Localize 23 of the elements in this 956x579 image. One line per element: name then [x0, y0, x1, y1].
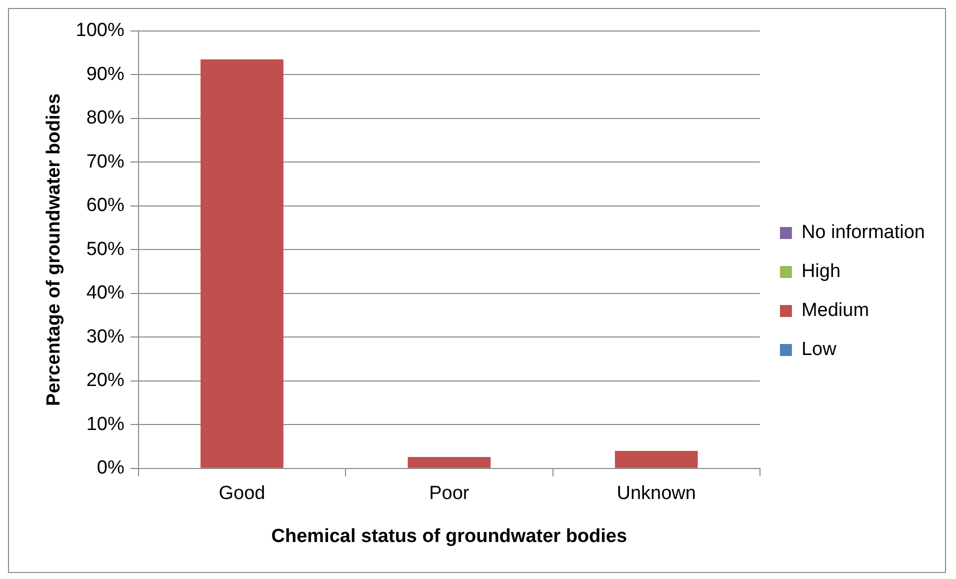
x-tick-label: Good [218, 483, 266, 504]
bar [614, 450, 698, 468]
y-axis-title: Percentage of groundwater bodies [44, 93, 65, 406]
y-tick-label: 60% [86, 195, 124, 216]
y-tick-label: 80% [86, 108, 124, 129]
y-tick-label: 50% [86, 238, 124, 260]
y-tick-label: 20% [86, 370, 124, 392]
y-tick-label: 40% [86, 282, 124, 304]
y-tick-label: 70% [86, 151, 124, 172]
legend-label: Medium [801, 300, 870, 322]
y-tick-label: 90% [86, 64, 124, 85]
bar [408, 457, 491, 468]
y-tick-label: 100% [76, 20, 124, 42]
legend-label: High [801, 261, 841, 282]
legend-label: Low [801, 339, 837, 360]
y-tick-label: 30% [86, 326, 124, 348]
x-tick-label: Unknown [616, 483, 696, 504]
x-axis-title: Chemical status of groundwater bodies [271, 526, 628, 547]
legend-label: No information [801, 222, 926, 244]
y-tick-label: 10% [86, 414, 124, 435]
y-tick-label: 0% [96, 458, 124, 479]
x-tick-label: Poor [429, 483, 470, 504]
bar [200, 59, 284, 468]
